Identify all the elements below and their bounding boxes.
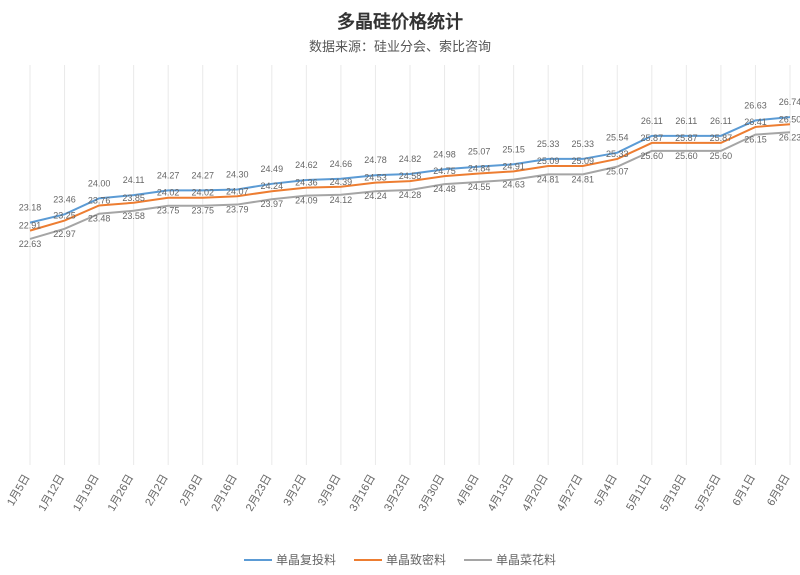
data-label: 24.81 (537, 174, 560, 184)
x-axis-label: 5月18日 (658, 473, 689, 514)
x-axis-label: 1月5日 (5, 473, 33, 509)
data-label: 24.48 (433, 184, 456, 194)
x-axis-label: 1月12日 (37, 473, 68, 514)
data-label: 22.91 (19, 221, 42, 231)
chart-title: 多晶硅价格统计 (0, 0, 800, 34)
data-label: 24.55 (468, 182, 491, 192)
data-label: 24.53 (364, 173, 387, 183)
data-label: 25.33 (571, 139, 594, 149)
data-label: 26.50 (779, 114, 800, 124)
data-label: 24.02 (191, 188, 214, 198)
data-label: 23.85 (122, 193, 145, 203)
data-label: 24.82 (399, 154, 422, 164)
x-axis-label: 5月4日 (592, 473, 620, 509)
data-label: 24.07 (226, 186, 249, 196)
data-label: 23.75 (157, 206, 180, 216)
x-axis-label: 5月11日 (624, 473, 654, 513)
x-axis-label: 1月26日 (106, 473, 137, 514)
x-axis-label: 4月6日 (454, 473, 482, 509)
chart-subtitle: 数据来源：硅业分会、索比咨询 (0, 36, 800, 55)
data-label: 25.87 (710, 133, 733, 143)
data-label: 24.78 (364, 155, 387, 165)
data-label: 22.63 (19, 239, 42, 249)
data-label: 24.91 (502, 161, 525, 171)
data-label: 24.49 (261, 164, 284, 174)
data-label: 23.18 (19, 203, 42, 213)
data-label: 24.24 (364, 191, 387, 201)
data-label: 26.63 (744, 100, 767, 110)
data-label: 25.09 (571, 156, 594, 166)
x-axis-label: 4月27日 (555, 473, 586, 514)
x-axis-label: 3月30日 (417, 473, 448, 514)
data-label: 24.27 (157, 170, 180, 180)
data-label: 25.33 (537, 139, 560, 149)
data-label: 24.62 (295, 160, 318, 170)
data-label: 24.24 (261, 181, 284, 191)
data-label: 23.75 (191, 206, 214, 216)
data-label: 25.15 (502, 144, 525, 154)
data-label: 24.75 (433, 166, 456, 176)
data-label: 23.76 (88, 195, 111, 205)
data-label: 26.41 (744, 117, 767, 127)
x-axis-label: 2月16日 (209, 473, 240, 514)
line-chart: 1月5日1月12日1月19日1月26日2月2日2月9日2月16日2月23日3月2… (0, 55, 800, 575)
x-axis-label: 1月19日 (71, 473, 102, 514)
x-axis-label: 4月20日 (520, 473, 551, 514)
data-label: 24.81 (571, 174, 594, 184)
x-axis-label: 4月13日 (486, 473, 517, 514)
data-label: 25.54 (606, 133, 629, 143)
x-axis-label: 3月9日 (316, 473, 344, 509)
data-label: 23.58 (122, 211, 145, 221)
x-axis-label: 2月9日 (178, 473, 206, 509)
data-label: 24.28 (399, 190, 422, 200)
data-label: 24.58 (399, 171, 422, 181)
data-label: 24.11 (123, 175, 145, 185)
data-label: 23.46 (53, 194, 76, 204)
data-label: 23.25 (53, 211, 76, 221)
data-label: 26.23 (779, 132, 800, 142)
data-label: 24.84 (468, 163, 491, 173)
data-label: 25.60 (641, 151, 664, 161)
legend-label: 单晶致密料 (386, 552, 446, 567)
data-label: 24.02 (157, 188, 180, 198)
legend-label: 单晶菜花料 (496, 552, 556, 567)
data-label: 24.66 (330, 159, 353, 169)
x-axis-label: 6月8日 (765, 473, 793, 509)
data-label: 24.98 (433, 149, 456, 159)
data-label: 26.11 (675, 116, 697, 126)
data-label: 25.33 (606, 149, 629, 159)
data-label: 25.87 (641, 133, 664, 143)
data-label: 24.30 (226, 169, 249, 179)
data-label: 25.07 (606, 167, 629, 177)
data-label: 25.09 (537, 156, 560, 166)
x-axis-label: 3月16日 (347, 473, 378, 514)
data-label: 24.09 (295, 196, 318, 206)
data-label: 26.74 (779, 97, 800, 107)
x-axis-label: 6月1日 (731, 473, 759, 509)
data-label: 24.36 (295, 178, 318, 188)
data-label: 25.87 (675, 133, 698, 143)
data-label: 23.48 (88, 214, 111, 224)
legend-label: 单晶复投料 (276, 552, 336, 567)
data-label: 26.11 (641, 116, 663, 126)
x-axis-label: 3月23日 (382, 473, 413, 514)
data-label: 25.07 (468, 147, 491, 157)
data-label: 24.12 (330, 195, 353, 205)
data-label: 26.15 (744, 135, 767, 145)
data-label: 25.60 (710, 151, 733, 161)
x-axis-label: 2月2日 (143, 473, 171, 509)
data-label: 25.60 (675, 151, 698, 161)
data-label: 22.97 (53, 229, 76, 239)
data-label: 24.63 (502, 180, 525, 190)
data-label: 23.97 (261, 199, 284, 209)
x-axis-label: 3月2日 (281, 473, 309, 509)
data-label: 23.79 (226, 205, 249, 215)
data-label: 24.27 (191, 170, 214, 180)
x-axis-label: 2月23日 (244, 473, 275, 514)
data-label: 24.39 (330, 177, 353, 187)
x-axis-label: 5月25日 (693, 473, 724, 514)
data-label: 26.11 (710, 116, 732, 126)
data-label: 24.00 (88, 178, 111, 188)
